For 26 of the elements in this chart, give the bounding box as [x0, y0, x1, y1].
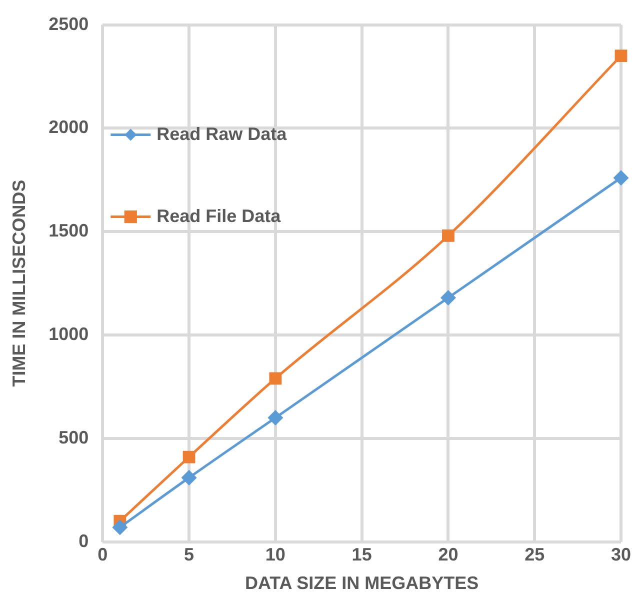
- y-tick-label: 1000: [48, 324, 89, 344]
- x-tick-label: 30: [610, 544, 632, 565]
- x-tick-label: 20: [438, 544, 458, 565]
- x-tick-label: 5: [184, 544, 194, 565]
- y-tick-label: 1500: [48, 220, 89, 241]
- y-tick-label: 500: [58, 427, 89, 448]
- x-tick-label: 0: [98, 544, 108, 565]
- legend-label: Read File Data: [156, 206, 282, 226]
- legend-label: Read Raw Data: [156, 124, 288, 144]
- x-tick-label: 25: [524, 544, 545, 565]
- y-tick-label: 0: [78, 530, 89, 551]
- point: [614, 50, 628, 62]
- y-axis-title: TIME IN MILLISECONDS: [8, 180, 29, 387]
- x-axis-title: DATA SIZE IN MEGABYTES: [244, 573, 479, 594]
- y-tick-label: 2500: [48, 14, 89, 34]
- point: [182, 450, 196, 464]
- point: [440, 290, 456, 306]
- point: [268, 410, 283, 425]
- point: [182, 470, 196, 485]
- point: [112, 520, 128, 535]
- y-tick-label: 2000: [48, 117, 89, 138]
- point: [614, 170, 628, 186]
- x-tick-label: 15: [352, 544, 372, 565]
- point: [442, 230, 454, 242]
- point: [269, 372, 282, 385]
- x-tick-label: 10: [265, 544, 286, 565]
